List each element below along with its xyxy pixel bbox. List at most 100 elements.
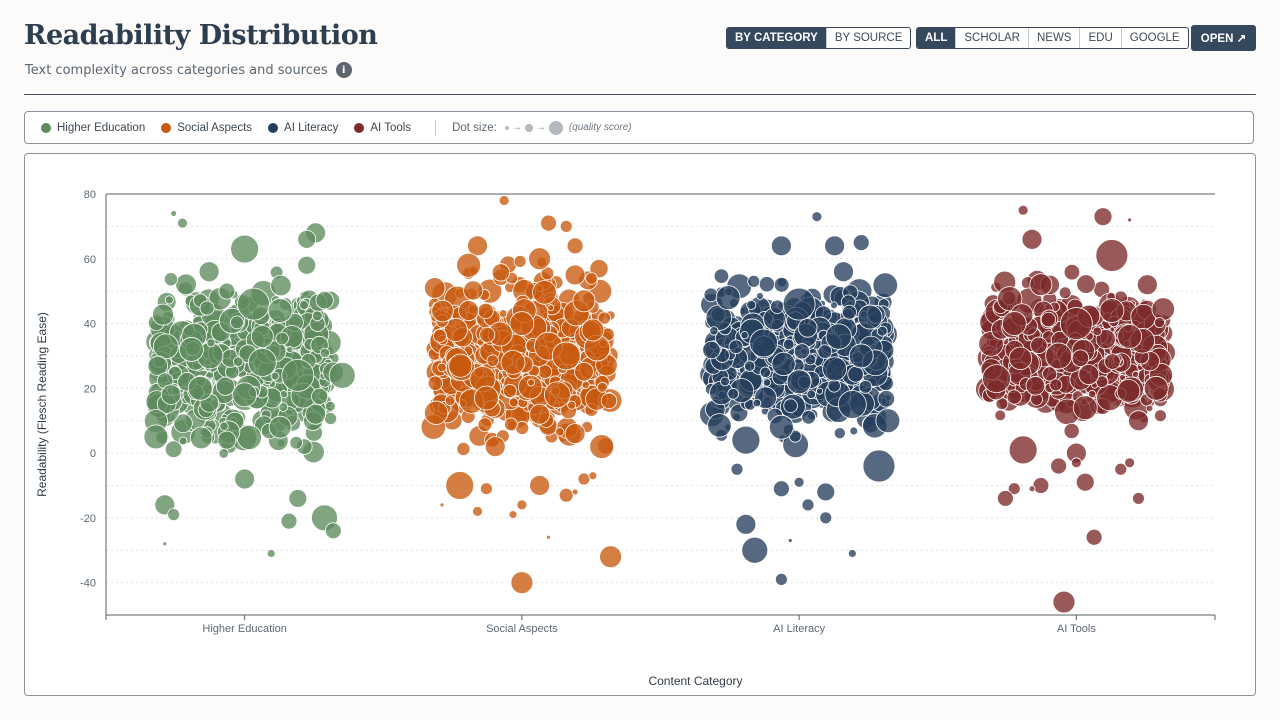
data-point bbox=[1085, 528, 1103, 546]
data-point bbox=[1042, 366, 1058, 382]
size-dot-medium bbox=[524, 123, 533, 132]
data-point bbox=[1032, 477, 1050, 494]
data-point bbox=[280, 512, 298, 530]
legend-item-higher-education[interactable]: Higher Education bbox=[41, 122, 145, 134]
filter-all-button[interactable]: ALL bbox=[917, 28, 957, 48]
data-point bbox=[599, 545, 622, 569]
readability-chart[interactable]: -40 -20 0 20 40 60 80 Higher Education Social As… bbox=[25, 154, 1255, 695]
data-point bbox=[848, 343, 874, 369]
y-tick-label: 40 bbox=[84, 319, 96, 331]
data-point bbox=[827, 379, 841, 393]
data-point bbox=[825, 323, 852, 350]
data-point bbox=[177, 217, 188, 229]
data-point bbox=[589, 434, 615, 460]
data-point bbox=[774, 572, 788, 586]
data-point bbox=[875, 408, 901, 434]
data-point bbox=[822, 356, 848, 382]
data-point bbox=[1143, 375, 1169, 401]
data-point bbox=[232, 382, 258, 408]
data-point bbox=[540, 214, 557, 232]
data-point bbox=[1001, 311, 1027, 336]
by-category-button[interactable]: BY CATEGORY bbox=[727, 28, 827, 48]
data-point bbox=[551, 341, 581, 371]
data-point bbox=[797, 317, 818, 338]
data-point bbox=[559, 219, 573, 233]
data-point bbox=[783, 398, 798, 414]
data-point bbox=[1028, 485, 1036, 493]
data-point bbox=[509, 311, 535, 336]
legend-separator bbox=[435, 119, 437, 136]
data-point bbox=[588, 471, 598, 481]
data-point bbox=[997, 286, 1023, 312]
data-point bbox=[811, 211, 823, 223]
data-point bbox=[424, 277, 446, 299]
data-point bbox=[467, 235, 488, 257]
data-point bbox=[206, 338, 216, 348]
data-point bbox=[772, 480, 790, 498]
data-point bbox=[746, 299, 757, 310]
data-point bbox=[1154, 409, 1167, 423]
data-point bbox=[577, 472, 591, 486]
data-point bbox=[1017, 204, 1029, 216]
data-point bbox=[833, 427, 846, 440]
data-point bbox=[572, 289, 596, 313]
data-point bbox=[324, 400, 336, 412]
legend-label: AI Literacy bbox=[284, 121, 339, 134]
data-point bbox=[1059, 307, 1093, 340]
data-point bbox=[727, 387, 740, 400]
data-point bbox=[801, 409, 816, 425]
data-point bbox=[513, 254, 527, 268]
data-point bbox=[463, 280, 484, 301]
data-point bbox=[233, 356, 244, 367]
legend-dot bbox=[354, 122, 365, 133]
filter-scholar-button[interactable]: SCHOLAR bbox=[956, 28, 1029, 48]
data-point bbox=[448, 353, 473, 378]
filter-news-button[interactable]: NEWS bbox=[1029, 28, 1081, 48]
legend-item-ai-literacy[interactable]: AI Literacy bbox=[268, 122, 338, 134]
data-point bbox=[445, 471, 475, 500]
data-point bbox=[431, 299, 454, 323]
filter-google-button[interactable]: GOOGLE bbox=[1129, 32, 1180, 44]
filter-edu-button[interactable]: EDU bbox=[1080, 28, 1122, 48]
data-point bbox=[178, 337, 204, 362]
data-point bbox=[600, 392, 618, 410]
legend-item-social-aspects[interactable]: Social Aspects bbox=[161, 122, 252, 134]
data-point bbox=[749, 328, 779, 358]
data-point bbox=[187, 375, 213, 401]
data-point bbox=[830, 301, 838, 310]
data-point bbox=[1136, 274, 1158, 296]
by-source-button[interactable]: BY SOURCE bbox=[834, 32, 903, 44]
data-point bbox=[543, 381, 571, 409]
data-point bbox=[597, 311, 611, 325]
data-point bbox=[247, 347, 277, 377]
data-point bbox=[743, 360, 756, 372]
view-toggle: BY CATEGORY BY SOURCE bbox=[726, 27, 912, 49]
data-point bbox=[267, 298, 293, 323]
data-point bbox=[477, 417, 493, 432]
data-point bbox=[1151, 297, 1175, 321]
legend-label: Social Aspects bbox=[177, 121, 253, 134]
data-point bbox=[516, 499, 528, 511]
data-point bbox=[1040, 311, 1057, 328]
open-button[interactable]: OPEN ↗ bbox=[1191, 25, 1256, 51]
data-point bbox=[1006, 389, 1022, 405]
data-point bbox=[597, 381, 608, 393]
data-point bbox=[170, 210, 178, 217]
legend-item-ai-tools[interactable]: AI Tools bbox=[354, 122, 411, 134]
info-icon[interactable]: i bbox=[335, 62, 352, 78]
data-point bbox=[217, 430, 237, 450]
data-point bbox=[787, 538, 793, 543]
data-point bbox=[230, 234, 260, 264]
data-point bbox=[311, 387, 329, 405]
subtitle-text: Text complexity across categories and so… bbox=[25, 62, 328, 78]
size-arrow-icon: → bbox=[511, 122, 522, 133]
legend-label: Higher Education bbox=[57, 121, 146, 134]
data-point bbox=[477, 302, 494, 320]
data-point bbox=[472, 505, 483, 517]
data-point bbox=[147, 355, 169, 377]
data-point bbox=[444, 395, 456, 407]
data-point bbox=[735, 513, 757, 535]
data-point bbox=[1072, 395, 1098, 421]
legend-label: AI Tools bbox=[370, 121, 412, 134]
data-point bbox=[484, 436, 506, 458]
